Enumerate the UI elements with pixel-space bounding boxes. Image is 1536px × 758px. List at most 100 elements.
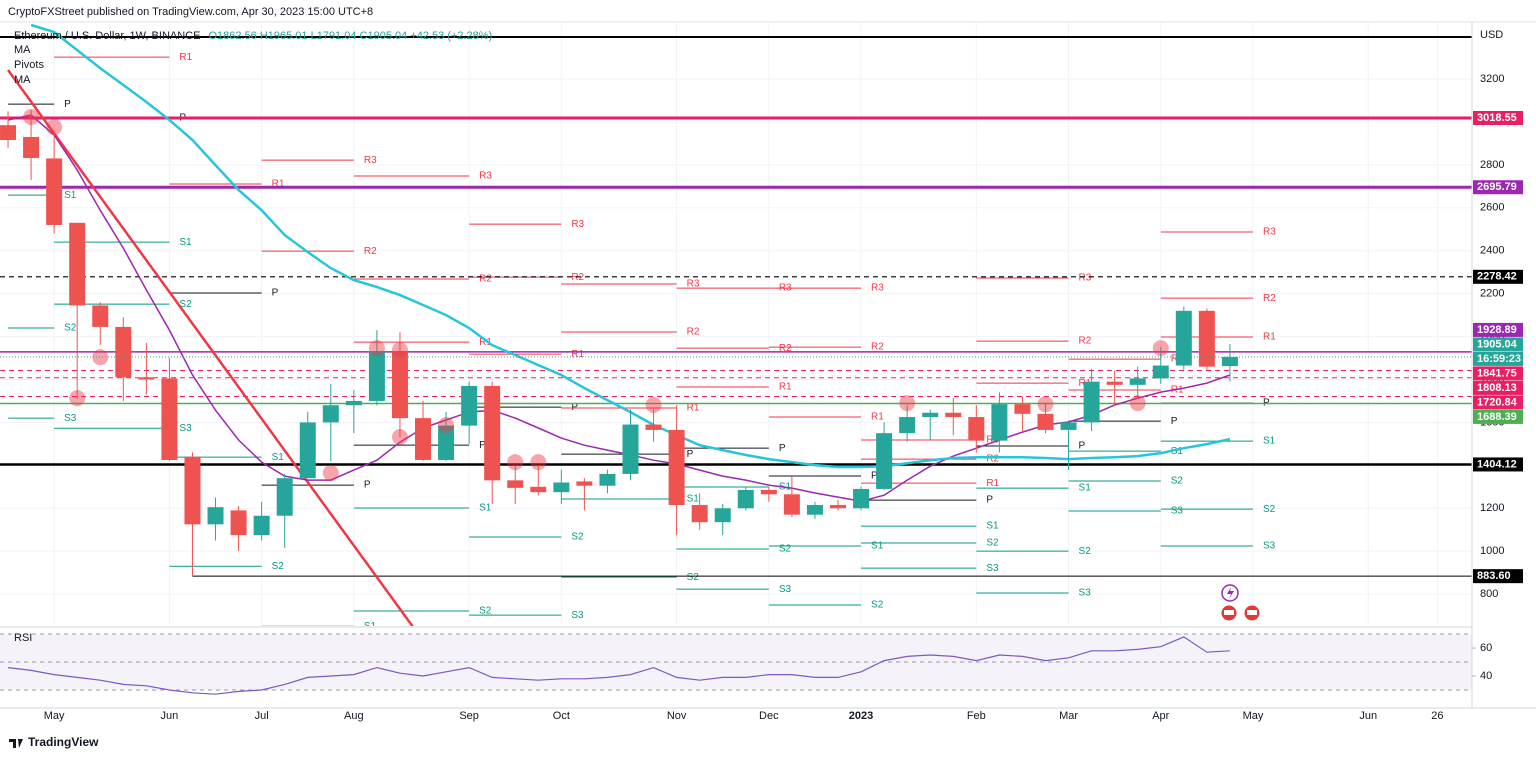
candle-body [1060,422,1077,430]
pivot-label: S2 [871,600,884,611]
symbol-title: Ethereum / U.S. Dollar, 1W, BINANCE [14,30,200,42]
pivot-label: S2 [479,606,492,617]
candle-body [599,473,616,486]
pivot-label: R1 [179,52,192,63]
pattern-marker [1129,395,1146,412]
y-tick-label: 1000 [1480,545,1504,557]
candle-body [46,158,63,225]
price-label: 1905.04 [1477,338,1518,350]
pivot-label: S1 [871,541,884,552]
pivot-label: R1 [1171,385,1184,396]
pivot-label: S1 [986,521,999,532]
price-label-box [1473,180,1523,195]
candle-body [484,385,501,481]
price-label-box [1473,110,1523,125]
pivot-label: S3 [64,413,77,424]
candle-body [1198,310,1215,367]
pivot-label: S2 [64,323,77,334]
candle-body [1037,413,1054,430]
price-label: 16:59:23 [1477,353,1521,365]
pivot-label: R1 [871,412,884,423]
candle-body [991,404,1008,441]
candle-body [691,505,708,523]
candle-body [1221,356,1238,367]
pivot-label: P [64,99,71,110]
y-tick-label: 800 [1480,588,1498,600]
ohlc-values: O1862.56 H1965.01 L1791.04 C1905.04 +42.… [208,30,492,42]
pivot-label: S2 [779,544,792,555]
pivot-label: S2 [1079,546,1092,557]
ma-line [7,114,1231,502]
published-note: CryptoFXStreet published on TradingView.… [8,6,373,18]
pivot-label: R2 [364,246,377,257]
pivot-label: S3 [571,610,584,621]
price-label-box [1473,366,1523,381]
candle-body [1129,378,1146,385]
price-pane: P S1 S2 S3 R1 P S1 S2 S3 R1 P S1 S2 R3 R2 P S1 R3 R2 R1 P S1 S… [0,23,1472,626]
pivot-label: P [986,495,993,506]
pattern-marker [368,340,385,357]
x-tick-label: May [1243,710,1264,722]
pivot-label: S1 [272,452,285,463]
candle-body [806,505,823,515]
logo: TradingView [9,735,99,749]
pattern-marker [507,454,524,471]
price-label-box [1473,269,1523,284]
y-tick-label: 2200 [1480,288,1504,300]
candle-body [553,482,570,493]
candle-body [968,417,985,441]
candle-body [23,136,40,159]
rsi-tick-label: 40 [1480,670,1492,682]
pivot-label: S2 [687,572,700,583]
price-label: 3018.55 [1477,112,1517,124]
logo-icon [9,739,23,748]
pivot-label: R3 [571,219,584,230]
y-tick-label: 1200 [1480,502,1504,514]
candle-body [415,418,432,460]
candle-body [737,490,754,509]
event-icons [1220,584,1261,622]
pivot-label: R2 [779,343,792,354]
pivot-label: S1 [1079,483,1092,494]
price-label-box [1473,409,1523,424]
pivot-label: S3 [1171,506,1184,517]
pivot-label: P [571,402,578,413]
candle-body [1106,381,1123,385]
pivot-label: R1 [779,382,792,393]
pattern-marker [322,465,339,482]
candle-body [253,515,270,536]
candle-body [0,125,17,140]
pattern-marker [899,395,916,412]
pivot-label: R3 [364,155,377,166]
pivot-label: R1 [479,337,492,348]
pivot-label: P [779,443,786,454]
pivot-label: S1 [479,503,492,514]
pivot-label: R2 [1263,293,1276,304]
pivot-label: R2 [479,274,492,285]
currency-label: USD [1480,29,1503,41]
pivot-label: S2 [1263,504,1276,515]
legend-entry: MA [14,74,31,86]
pivot-label: S1 [64,190,77,201]
candle-body [368,351,385,401]
candle-body [783,494,800,515]
candle-body [322,405,339,423]
pivot-label: R1 [986,478,999,489]
price-label: 883.60 [1477,570,1511,582]
pivot-label: S2 [571,532,584,543]
pivot-label: P [1171,416,1178,427]
flag-glyph [1224,610,1234,615]
x-tick-label: 26 [1431,710,1443,722]
pivot-label: S2 [1171,476,1184,487]
x-tick-label: 2023 [849,710,873,722]
price-label-box [1473,457,1523,472]
legend-entry: MA [14,44,31,56]
candle-body [530,486,547,493]
pivot-label: S2 [986,538,999,549]
price-label-box [1473,569,1523,584]
rsi-tick-label: 60 [1480,642,1492,654]
candle-body [276,478,293,516]
x-tick-label: Apr [1152,710,1169,722]
